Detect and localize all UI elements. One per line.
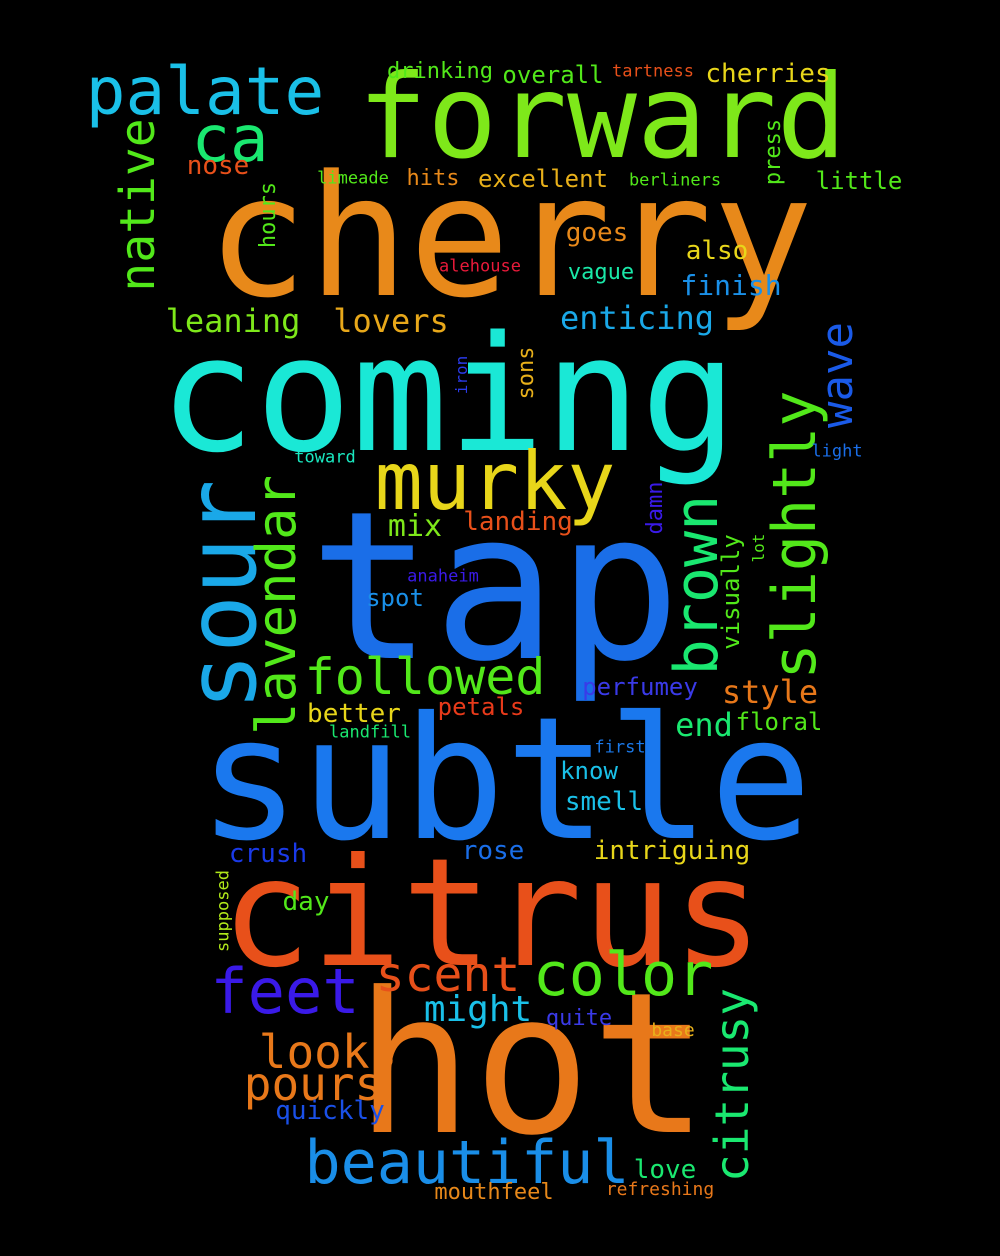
word-smell: smell: [564, 787, 644, 817]
word-native: native: [110, 118, 166, 292]
word-lavendar: lavendar: [245, 474, 308, 736]
word-cherry: cherry: [206, 139, 814, 335]
word-spot: spot: [366, 584, 424, 612]
word-end: end: [675, 706, 733, 744]
word-cherries: cherries: [705, 59, 831, 89]
word-color: color: [532, 940, 714, 1010]
word-lot: lot: [749, 533, 768, 563]
word-damn: damn: [643, 481, 668, 535]
word-landfill: landfill: [329, 722, 411, 743]
word-love: love: [633, 1155, 697, 1185]
word-quite: quite: [545, 1006, 613, 1031]
word-quickly: quickly: [275, 1096, 385, 1126]
word-iron: iron: [452, 355, 471, 395]
word-nose: nose: [186, 151, 250, 181]
word-mouthfeel: mouthfeel: [434, 1180, 554, 1205]
word-perfumey: perfumey: [582, 673, 698, 701]
word-citrusy: citrusy: [705, 988, 759, 1182]
word-pours: pours: [243, 1057, 383, 1111]
word-looks: looks: [258, 1025, 398, 1079]
word-palate: palate: [85, 53, 325, 130]
word-hours: hours: [256, 181, 281, 249]
word-tap: tap: [308, 467, 682, 707]
word-intriguing: intriguing: [593, 836, 751, 866]
word-crush: crush: [228, 839, 308, 869]
word-feet: feet: [210, 955, 360, 1028]
word-beautiful: beautiful: [304, 1128, 630, 1198]
word-supposed: supposed: [213, 870, 234, 952]
word-rose: rose: [461, 836, 525, 866]
word-ca: ca: [191, 103, 269, 177]
word-toward: toward: [294, 447, 356, 468]
word-mix: mix: [387, 509, 443, 544]
word-hot: hot: [354, 951, 710, 1179]
word-little: little: [815, 167, 903, 195]
word-petals: petals: [437, 693, 525, 721]
word-refreshing: refreshing: [605, 1179, 715, 1200]
word-first: first: [594, 737, 646, 758]
word-wave: wave: [812, 322, 863, 428]
word-followed: followed: [304, 648, 546, 706]
word-also: also: [685, 236, 749, 266]
word-scent: scent: [375, 947, 521, 1003]
word-visually: visually: [717, 534, 745, 650]
word-slightly: slightly: [760, 390, 830, 680]
word-better: better: [307, 699, 401, 729]
word-coming: coming: [159, 301, 737, 488]
word-alehouse: alehouse: [439, 256, 521, 277]
word-day: day: [282, 887, 330, 917]
word-tartness: tartness: [612, 61, 694, 82]
word-berliners: berliners: [628, 170, 722, 191]
word-citrus: citrus: [221, 827, 763, 1001]
word-excellent: excellent: [477, 165, 609, 193]
word-murky: murky: [374, 435, 616, 528]
word-style: style: [721, 673, 819, 711]
word-floral: floral: [735, 708, 823, 736]
word-might: might: [423, 989, 533, 1030]
word-landing: landing: [463, 507, 573, 537]
word-hits: hits: [406, 166, 460, 191]
word-anaheim: anaheim: [407, 566, 479, 587]
word-vague: vague: [567, 260, 635, 285]
word-limeade: limeade: [317, 168, 389, 189]
word-drinking: drinking: [387, 59, 493, 84]
word-light: light: [811, 441, 863, 462]
word-enticing: enticing: [559, 299, 715, 337]
word-base: base: [651, 1020, 695, 1041]
word-goes: goes: [565, 218, 629, 248]
word-forward: forward: [357, 50, 847, 185]
word-press: press: [761, 118, 786, 186]
word-overall: overall: [502, 61, 604, 89]
word-leaning: leaning: [165, 302, 301, 340]
word-finish: finish: [680, 269, 782, 302]
word-subtle: subtle: [197, 681, 813, 879]
word-sons: sons: [514, 346, 539, 400]
word-lovers: lovers: [333, 302, 449, 340]
word-know: know: [560, 757, 618, 785]
